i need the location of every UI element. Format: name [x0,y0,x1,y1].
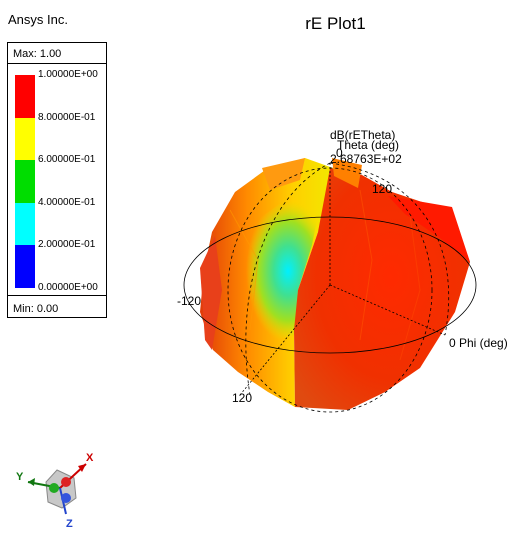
legend-divider-bottom [8,295,106,296]
legend-tick-label: 6.00000E-01 [38,154,96,166]
z-axis-ball [61,493,71,503]
legend-tick-label: 1.00000E+00 [38,69,98,80]
axis-triad[interactable]: X Y Z [12,450,102,535]
y-axis-label: Y [16,471,24,483]
theta-axis-label: Theta (deg) [337,138,399,152]
legend-band [15,160,35,203]
legend-band [15,75,35,118]
z-axis-label: Z [66,518,73,530]
theta-zero-tick: 0 [336,146,343,160]
legend-color-bar [15,75,35,288]
theta-120-top-tick: 120 [372,182,392,196]
plot-annotations: dB(rETheta) Theta (deg) 0 2.68763E+02 12… [177,128,508,405]
legend-tick-label: 4.00000E-01 [38,196,96,208]
legend-min: Min: 0.00 [13,303,59,315]
legend-tick-label: 0.00000E+00 [38,282,98,293]
coordinate-grid [183,162,477,413]
phi-axis-label: 0 Phi (deg) [449,336,508,350]
legend-tick-label: 2.00000E-01 [38,239,96,251]
legend-band [15,202,35,246]
theta-neg120-tick: -120 [177,294,201,308]
brand-label: Ansys Inc. [8,12,68,27]
x-axis-ball [61,477,71,487]
color-legend: Max: 1.00 Min: 0.00 1.00000E+00 8.00000E-… [7,42,107,318]
x-axis-label: X [86,452,94,464]
legend-max: Max: 1.00 [13,48,62,60]
pattern-surface [200,158,470,410]
legend-band [15,117,35,161]
peak-value-label: 2.68763E+02 [330,152,402,166]
theta-120-bottom-tick: 120 [232,391,252,405]
x-axis-head [78,464,86,472]
plot-title: rE Plot1 [305,14,366,33]
legend-tick-label: 8.00000E-01 [38,111,96,123]
y-axis-ball [49,483,59,493]
legend-band [15,245,35,288]
legend-divider-top [8,63,106,64]
quantity-label: dB(rETheta) [330,128,395,142]
y-axis-head [28,478,35,486]
